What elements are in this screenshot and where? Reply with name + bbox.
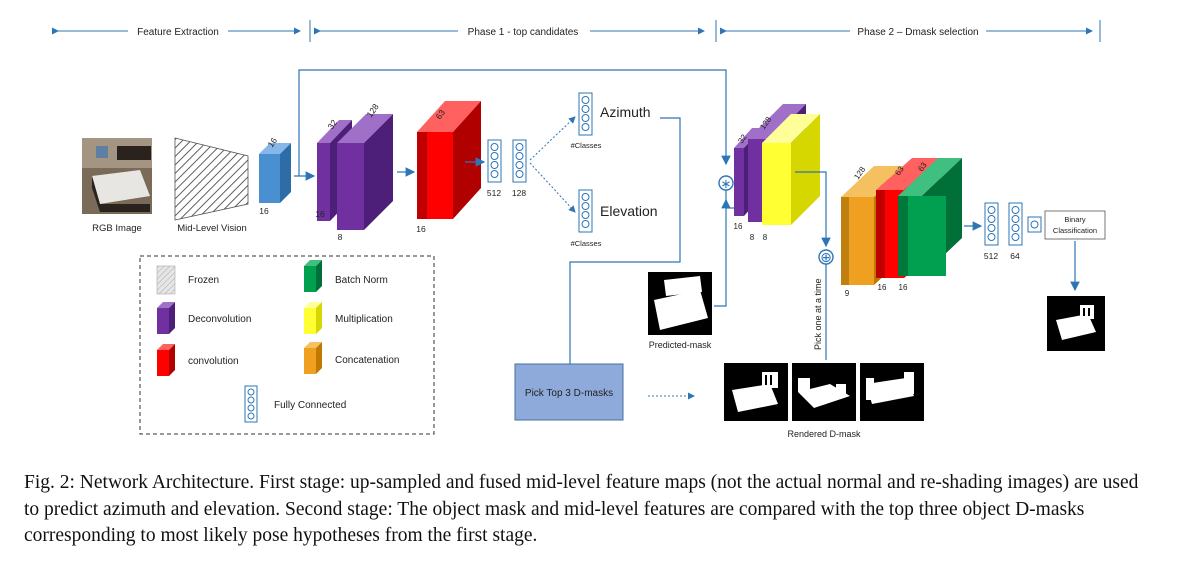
concat-symbol: ⊕ — [820, 250, 832, 266]
deconv-block-2 — [337, 114, 393, 230]
azimuth-label: Azimuth — [600, 104, 651, 120]
dim-label: 9 — [845, 289, 850, 298]
rgb-image-thumbnail — [82, 138, 152, 214]
legend-deconvolution-label: Deconvolution — [188, 314, 251, 325]
pick-one-label: Pick one at a time — [813, 278, 823, 350]
legend-fc-swatch — [244, 385, 258, 423]
phase-header: Feature Extraction Phase 1 - top candida… — [52, 20, 1101, 42]
dim-label: 128 — [512, 188, 526, 198]
binary-classification-label: Binary — [1064, 215, 1086, 224]
legend-deconvolution-swatch — [157, 302, 175, 334]
legend-frozen-swatch — [156, 265, 176, 295]
dim-label: 16 — [734, 222, 743, 231]
architecture-diagram: Feature Extraction Phase 1 - top candida… — [52, 20, 1106, 439]
rendered-dmask-1 — [724, 363, 788, 421]
phase2-label: Phase 2 – Dmask selection — [857, 27, 978, 38]
dim-label: 8 — [338, 232, 343, 242]
legend-box — [139, 255, 435, 435]
legend-batchnorm-swatch — [304, 260, 322, 292]
phase2-fc-layer-64 — [1008, 202, 1023, 246]
legend-frozen-label: Frozen — [188, 275, 219, 286]
phase-feature-extraction-label: Feature Extraction — [137, 27, 219, 38]
phase1-label: Phase 1 - top candidates — [468, 27, 579, 38]
dim-label: 512 — [487, 188, 501, 198]
predicted-mask-label: Predicted-mask — [649, 340, 712, 350]
conv-block — [417, 101, 481, 219]
dim-label: 16 — [315, 209, 325, 219]
azimuth-fc-layer — [578, 92, 593, 136]
rgb-image-label: RGB Image — [92, 223, 142, 234]
rendered-dmask-3 — [860, 363, 924, 421]
mid-level-vision-block — [174, 137, 249, 221]
heads-to-pick-connector — [569, 117, 681, 364]
phase2-fc-layer-512 — [984, 202, 999, 246]
multiplication-block — [762, 114, 820, 225]
fc-layer-128 — [512, 139, 527, 183]
legend-multiplication-swatch — [304, 302, 322, 334]
figure-caption: Fig. 2: Network Architecture. First stag… — [24, 472, 1139, 546]
legend-batchnorm-label: Batch Norm — [335, 275, 388, 286]
legend-concatenation-label: Concatenation — [335, 355, 400, 366]
legend-fc-label: Fully Connected — [274, 400, 346, 411]
elevation-label: Elevation — [600, 203, 658, 219]
legend-multiplication-label: Multiplication — [335, 314, 393, 325]
mid-level-vision-label: Mid-Level Vision — [177, 223, 247, 234]
feature-block-blue — [259, 143, 291, 203]
multiply-symbol: ∗ — [721, 177, 732, 192]
dim-label: 512 — [984, 251, 998, 261]
dim-label: 16 — [259, 206, 269, 216]
skip-connection-arrow — [298, 69, 731, 176]
rendered-dmask-2 — [792, 363, 856, 421]
dim-label: 16 — [416, 224, 426, 234]
dim-label: 8 — [750, 233, 755, 242]
dim-label: 16 — [878, 283, 887, 292]
pick-top3-box — [514, 363, 624, 421]
selected-dmask-image — [1047, 296, 1105, 351]
dim-label: 8 — [763, 233, 768, 242]
rendered-dmask-label: Rendered D-mask — [787, 429, 861, 439]
binary-classification-box — [1044, 210, 1106, 240]
classes-label: #Classes — [571, 141, 602, 150]
classes-label: #Classes — [571, 239, 602, 248]
pick-top3-label: Pick Top 3 D-masks — [525, 388, 613, 399]
legend-convolution-swatch — [157, 344, 175, 376]
binary-classification-label: Classification — [1053, 226, 1097, 235]
dim-label: 16 — [899, 283, 908, 292]
legend-concatenation-swatch — [304, 342, 322, 374]
batchnorm-block — [898, 158, 962, 276]
predicted-mask-image — [648, 272, 712, 335]
legend-convolution-label: convolution — [188, 356, 239, 367]
binary-output-node — [1027, 216, 1042, 233]
dim-label: 64 — [1010, 251, 1020, 261]
elevation-fc-layer — [578, 189, 593, 233]
fc-layer-512 — [487, 139, 502, 183]
